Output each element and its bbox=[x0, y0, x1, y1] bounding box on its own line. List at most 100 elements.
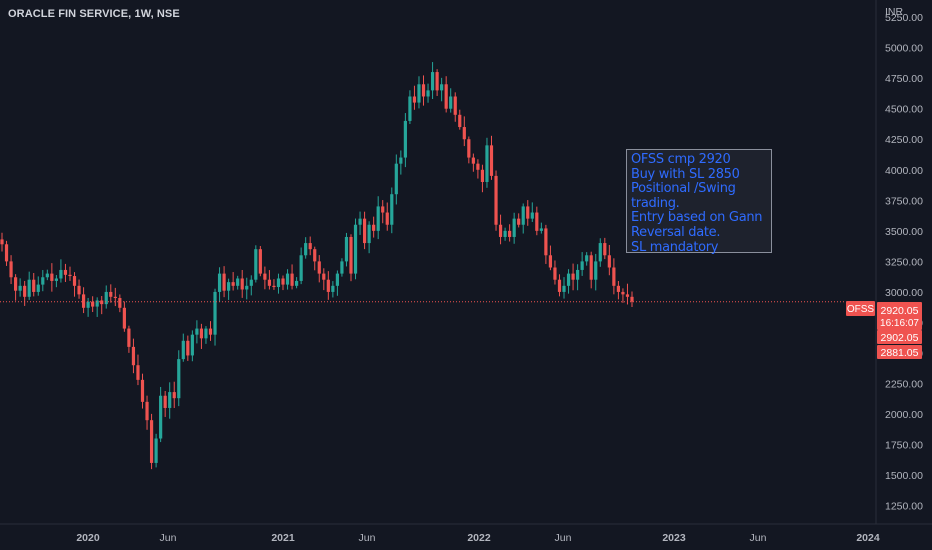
candle-body bbox=[498, 224, 503, 237]
candle bbox=[149, 413, 154, 470]
candle-body bbox=[544, 228, 548, 256]
time-tick-label: 2024 bbox=[856, 532, 880, 544]
candle-body bbox=[304, 243, 308, 256]
candle bbox=[349, 234, 353, 282]
candle-body bbox=[77, 285, 81, 295]
time-tick-label: 2021 bbox=[271, 532, 295, 544]
currency-label: INR bbox=[885, 6, 904, 18]
candle-body bbox=[512, 218, 516, 237]
time-tick-label: Jun bbox=[160, 532, 177, 544]
candle bbox=[68, 266, 72, 281]
candle-body bbox=[263, 273, 267, 280]
candle bbox=[417, 76, 421, 109]
price-axis[interactable]: 1250.001500.001750.002000.002250.002500.… bbox=[885, 12, 923, 513]
candle bbox=[517, 213, 521, 228]
candle bbox=[100, 295, 104, 315]
candle bbox=[399, 150, 403, 175]
candle bbox=[553, 260, 557, 285]
candle bbox=[612, 258, 616, 295]
text-note[interactable]: OFSS cmp 2920 Buy with SL 2850 Positiona… bbox=[626, 149, 772, 254]
candle bbox=[340, 258, 344, 277]
candle bbox=[458, 109, 462, 130]
candle-body bbox=[576, 269, 580, 280]
price-tick-label: 5000.00 bbox=[885, 43, 923, 55]
candle bbox=[267, 270, 272, 290]
candle bbox=[521, 203, 525, 234]
candle-body bbox=[358, 218, 362, 225]
candle-body bbox=[276, 278, 281, 288]
candle bbox=[562, 277, 566, 299]
candle-body bbox=[18, 285, 22, 291]
candle-body bbox=[598, 243, 602, 262]
candle-body bbox=[458, 114, 462, 128]
candle-body bbox=[313, 249, 317, 262]
candle-body bbox=[467, 139, 471, 158]
candle-body bbox=[267, 279, 272, 286]
candle bbox=[530, 202, 534, 222]
candle-body bbox=[594, 261, 598, 280]
candle bbox=[181, 333, 185, 362]
candle bbox=[50, 263, 54, 292]
note-line: Reversal date. bbox=[631, 224, 721, 240]
price-level-tag-1: 2902.05 bbox=[877, 330, 922, 344]
candle-body bbox=[13, 277, 18, 291]
candle-body bbox=[494, 175, 498, 225]
candle-body bbox=[177, 359, 181, 399]
candle bbox=[353, 218, 358, 280]
candle bbox=[109, 284, 113, 303]
candle bbox=[535, 206, 539, 236]
time-axis[interactable]: 2020 Jun 2021 Jun 2022 Jun 2023 Jun 2024 bbox=[76, 532, 880, 544]
candle bbox=[4, 240, 9, 266]
candle bbox=[376, 196, 380, 240]
candle-body bbox=[517, 218, 521, 225]
candle-body bbox=[131, 346, 136, 366]
candle bbox=[358, 211, 362, 235]
candle bbox=[630, 291, 634, 308]
candle bbox=[13, 274, 18, 301]
candle bbox=[59, 259, 63, 283]
candle bbox=[503, 227, 507, 241]
candle bbox=[313, 246, 317, 271]
candle bbox=[308, 236, 312, 256]
candle-body bbox=[213, 291, 217, 335]
candle bbox=[421, 75, 426, 106]
candle-body bbox=[163, 395, 167, 408]
candle bbox=[245, 277, 249, 300]
candle bbox=[304, 237, 308, 259]
candle bbox=[476, 159, 480, 179]
candle-body bbox=[0, 239, 4, 245]
candle-body bbox=[399, 157, 403, 164]
candle-body bbox=[27, 279, 31, 297]
candle-body bbox=[227, 282, 231, 291]
candle-body bbox=[571, 273, 575, 280]
candle-body bbox=[426, 90, 430, 97]
note-line: Positional /Swing bbox=[631, 181, 736, 197]
candle-body bbox=[68, 274, 72, 277]
candle bbox=[344, 232, 349, 267]
candle bbox=[494, 170, 498, 231]
price-tick-label: 4500.00 bbox=[885, 104, 923, 116]
candle bbox=[585, 252, 589, 266]
candle-body bbox=[295, 280, 299, 286]
candle-body bbox=[607, 255, 611, 268]
candle-body bbox=[245, 285, 249, 290]
candle-body bbox=[285, 273, 290, 285]
candle-body bbox=[86, 301, 90, 308]
candle-body bbox=[376, 206, 380, 231]
price-level-2-value: 2881.05 bbox=[881, 347, 919, 359]
candle-body bbox=[335, 273, 339, 286]
candle-body bbox=[403, 120, 407, 158]
candle-body bbox=[172, 392, 176, 399]
candle-body bbox=[140, 379, 145, 402]
candle-body bbox=[367, 224, 371, 244]
candle-body bbox=[585, 255, 589, 262]
candle bbox=[213, 288, 217, 346]
candle bbox=[440, 77, 444, 102]
candle-body bbox=[222, 273, 226, 291]
price-tick-label: 4000.00 bbox=[885, 165, 923, 177]
note-line: trading. bbox=[631, 195, 680, 211]
candle bbox=[186, 335, 190, 361]
candle-body bbox=[127, 328, 131, 347]
candle bbox=[508, 224, 512, 242]
